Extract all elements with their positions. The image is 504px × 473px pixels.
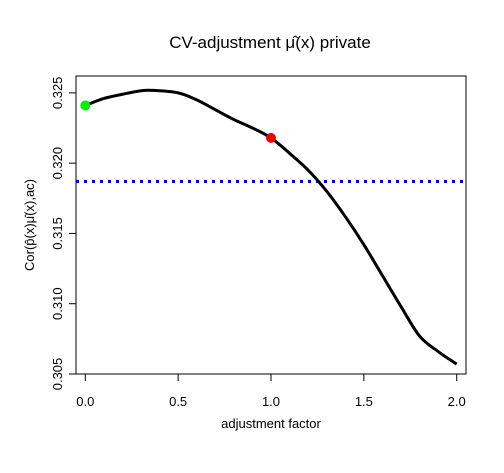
y-axis: 0.305 0.310 0.315 0.320 0.325 bbox=[50, 77, 76, 391]
x-axis: 0.0 0.5 1.0 1.5 2.0 bbox=[76, 374, 466, 409]
series-line bbox=[84, 88, 458, 366]
y-tick-label: 0.305 bbox=[50, 358, 65, 391]
highlight-point bbox=[80, 100, 91, 111]
highlight-point bbox=[266, 132, 276, 143]
x-tick-label: 1.0 bbox=[262, 394, 280, 409]
x-axis-label: adjustment factor bbox=[221, 416, 321, 431]
chart-title: CV-adjustment μ̂(x) private bbox=[169, 33, 371, 52]
x-tick-label: 1.5 bbox=[355, 394, 373, 409]
highlight-points bbox=[80, 100, 276, 143]
x-tick-label: 2.0 bbox=[448, 394, 466, 409]
y-tick-label: 0.325 bbox=[50, 77, 65, 110]
x-tick-label: 0.5 bbox=[169, 394, 187, 409]
y-tick-label: 0.315 bbox=[50, 217, 65, 250]
x-tick-label: 0.0 bbox=[76, 394, 94, 409]
plot-frame bbox=[75, 75, 467, 375]
y-tick-label: 0.310 bbox=[50, 287, 65, 320]
chart-title-text: CV-adjustment μ̂(x) private bbox=[169, 33, 371, 52]
series-group bbox=[84, 88, 458, 366]
y-tick-label: 0.320 bbox=[50, 147, 65, 180]
y-axis-label: Cor(p̂(x)μ̂(x),ac) bbox=[22, 179, 37, 271]
